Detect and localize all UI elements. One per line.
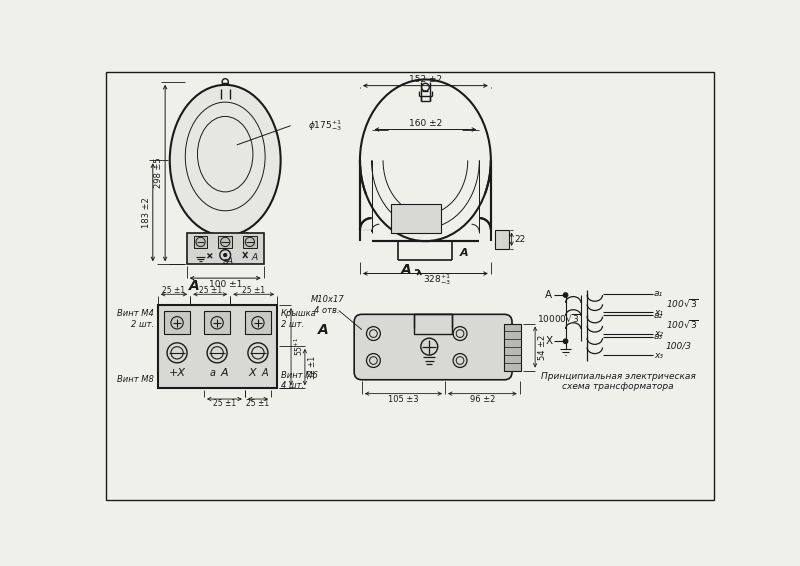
Text: Крышка
2 шт.: Крышка 2 шт.: [281, 309, 317, 329]
Text: 55$^{+1}$: 55$^{+1}$: [293, 337, 305, 356]
Text: a: a: [222, 258, 228, 267]
Bar: [390, 204, 441, 233]
Text: A: A: [251, 253, 258, 262]
Text: A: A: [189, 279, 200, 293]
Text: a₁: a₁: [654, 289, 663, 298]
Bar: [245, 311, 271, 335]
Text: 25 ±1: 25 ±1: [198, 286, 222, 295]
Text: x₂: x₂: [654, 329, 663, 338]
Text: M10x17
4 отв.: M10x17 4 отв.: [310, 295, 344, 315]
Bar: [504, 324, 522, 371]
Text: 298 ±5: 298 ±5: [154, 158, 163, 188]
Circle shape: [563, 293, 568, 297]
Text: 100$\sqrt{3}$: 100$\sqrt{3}$: [666, 297, 698, 308]
Text: A: A: [459, 248, 468, 258]
Bar: [360, 160, 491, 241]
Bar: [243, 236, 257, 248]
Text: x₁: x₁: [654, 307, 663, 316]
Text: 22: 22: [514, 235, 526, 244]
Text: 100 ±1: 100 ±1: [209, 280, 242, 289]
Text: A: A: [546, 290, 553, 300]
Bar: [164, 311, 190, 335]
Text: 32 ±1: 32 ±1: [308, 355, 317, 379]
Bar: [218, 236, 232, 248]
Text: 25 ±1: 25 ±1: [213, 399, 236, 408]
Text: 10000$\sqrt{3}$: 10000$\sqrt{3}$: [537, 312, 582, 324]
Text: Винт М8: Винт М8: [117, 375, 154, 384]
Text: 96 ±2: 96 ±2: [470, 395, 495, 404]
Text: 105 ±3: 105 ±3: [388, 395, 418, 404]
Text: 25 ±1: 25 ±1: [242, 286, 266, 295]
Bar: [158, 305, 277, 388]
Circle shape: [563, 339, 568, 344]
Text: 54 ±2: 54 ±2: [538, 335, 547, 359]
Text: 100/3: 100/3: [666, 341, 692, 350]
Text: 25 ±1: 25 ±1: [162, 286, 186, 295]
Text: A: A: [318, 323, 329, 337]
Text: A: A: [262, 368, 268, 378]
Text: 152 ±2: 152 ±2: [409, 75, 442, 84]
Bar: [204, 311, 230, 335]
Text: a₂: a₂: [654, 311, 663, 320]
Text: Винт М4
2 шт.: Винт М4 2 шт.: [117, 309, 154, 329]
Ellipse shape: [170, 85, 281, 236]
Text: Принципиальная электрическая
схема трансформатора: Принципиальная электрическая схема транс…: [541, 372, 695, 392]
Circle shape: [224, 254, 226, 256]
Text: 160 ±2: 160 ±2: [409, 119, 442, 128]
FancyBboxPatch shape: [354, 314, 512, 380]
Text: Винт М6
4 шт.: Винт М6 4 шт.: [281, 371, 318, 390]
Text: +X: +X: [169, 368, 186, 378]
Bar: [194, 236, 207, 248]
Ellipse shape: [360, 79, 491, 241]
Text: 183 ±2: 183 ±2: [142, 197, 151, 228]
Text: x₃: x₃: [654, 350, 663, 359]
Bar: [414, 314, 452, 333]
Text: 328$^{+1}_{-3}$: 328$^{+1}_{-3}$: [423, 272, 451, 287]
Text: 100$\sqrt{3}$: 100$\sqrt{3}$: [666, 319, 698, 330]
Bar: [186, 233, 264, 264]
Text: 25 ±1: 25 ±1: [246, 399, 270, 408]
Text: A: A: [220, 368, 228, 378]
Text: $\phi$175$^{+1}_{-3}$: $\phi$175$^{+1}_{-3}$: [307, 118, 342, 133]
Bar: [494, 230, 509, 249]
Text: A: A: [226, 258, 233, 267]
Text: a: a: [210, 368, 215, 378]
Text: X: X: [546, 336, 553, 346]
Text: A: A: [401, 263, 411, 277]
Text: a₃: a₃: [654, 332, 663, 341]
Text: X: X: [249, 368, 256, 378]
